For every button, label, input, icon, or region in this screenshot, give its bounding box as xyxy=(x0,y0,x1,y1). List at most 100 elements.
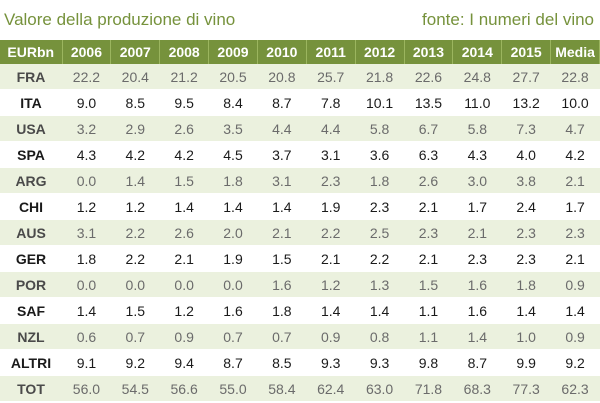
row-label: FRA xyxy=(0,64,62,90)
cell: 3.2 xyxy=(62,115,111,142)
cell: 2.5 xyxy=(355,219,405,246)
table-row: ALTRI 9.1 9.2 9.4 8.7 8.5 9.3 9.3 9.8 8.7 9.9 9.2 xyxy=(0,349,600,376)
cell: 2.3 xyxy=(355,193,405,220)
cell: 2.3 xyxy=(501,245,551,272)
cell: 1.1 xyxy=(404,297,453,324)
cell: 2.0 xyxy=(208,219,258,246)
cell: 0.0 xyxy=(208,271,258,298)
row-label: POR xyxy=(0,271,62,298)
cell: 2.2 xyxy=(110,219,160,246)
cell: 2.3 xyxy=(306,167,356,194)
cell: 0.9 xyxy=(306,323,356,350)
cell: 2.1 xyxy=(306,245,356,272)
cell: 3.1 xyxy=(257,167,307,194)
table-row: CHI 1.2 1.2 1.4 1.4 1.4 1.9 2.3 2.1 1.7 2.4 1.7 xyxy=(0,193,600,220)
cell: 1.8 xyxy=(501,271,551,298)
header-row: EURbn 2006 2007 2008 2009 2010 2011 2012 2013 201… xyxy=(0,40,600,64)
cell: 20.8 xyxy=(257,64,307,90)
cell: 9.0 xyxy=(62,89,111,116)
cell: 0.7 xyxy=(257,323,307,350)
cell: 9.3 xyxy=(355,349,405,376)
column-header: Media xyxy=(550,40,600,64)
title: Valore della produzione di vino xyxy=(4,10,236,29)
cell: 54.5 xyxy=(110,375,160,402)
cell: 58.4 xyxy=(257,375,307,402)
cell: 2.1 xyxy=(550,167,600,194)
cell: 1.4 xyxy=(257,193,307,220)
table-row: ITA 9.0 8.5 9.5 8.4 8.7 7.8 10.1 13.5 11.0 13.2 10.… xyxy=(0,89,600,116)
cell: 1.6 xyxy=(257,271,307,298)
cell: 20.4 xyxy=(110,64,160,90)
cell: 9.1 xyxy=(62,349,111,376)
cell: 2.1 xyxy=(550,245,600,272)
cell: 2.2 xyxy=(110,245,160,272)
cell: 1.8 xyxy=(62,245,111,272)
row-label: CHI xyxy=(0,193,62,220)
cell: 8.7 xyxy=(452,349,502,376)
cell: 8.5 xyxy=(257,349,307,376)
cell: 0.8 xyxy=(355,323,405,350)
column-header: 2012 xyxy=(355,40,405,64)
cell: 9.4 xyxy=(159,349,209,376)
cell: 1.8 xyxy=(355,167,405,194)
cell: 27.7 xyxy=(501,64,551,90)
data-table: EURbn 2006 2007 2008 2009 2010 2011 2012 2013 201… xyxy=(0,40,600,402)
table-row: POR 0.0 0.0 0.0 0.0 1.6 1.2 1.3 1.5 1.6 1.8 0.9 xyxy=(0,271,600,298)
cell: 1.7 xyxy=(452,193,502,220)
table-row: AUS 3.1 2.2 2.6 2.0 2.1 2.2 2.5 2.3 2.1 2.3 2.3 xyxy=(0,219,600,246)
cell: 1.4 xyxy=(550,297,600,324)
cell: 1.2 xyxy=(306,271,356,298)
cell: 0.0 xyxy=(159,271,209,298)
row-label: SPA xyxy=(0,141,62,168)
cell: 2.1 xyxy=(404,193,453,220)
row-label: ITA xyxy=(0,89,62,116)
cell: 10.0 xyxy=(550,89,600,116)
cell: 8.7 xyxy=(208,349,258,376)
table-row: FRA 22.2 20.4 21.2 20.5 20.8 25.7 21.8 22.6 24.8 2… xyxy=(0,64,600,90)
cell: 4.4 xyxy=(306,115,356,142)
cell: 9.2 xyxy=(550,349,600,376)
title-bar: Valore della produzione di vino fonte: I… xyxy=(0,0,600,40)
cell: 4.3 xyxy=(62,141,111,168)
cell: 0.0 xyxy=(62,167,111,194)
cell: 2.1 xyxy=(257,219,307,246)
cell: 1.8 xyxy=(208,167,258,194)
cell: 1.4 xyxy=(62,297,111,324)
cell: 71.8 xyxy=(404,375,453,402)
row-label: GER xyxy=(0,245,62,272)
cell: 22.8 xyxy=(550,64,600,90)
source: fonte: I numeri del vino xyxy=(422,10,594,29)
cell: 2.1 xyxy=(159,245,209,272)
cell: 1.5 xyxy=(110,297,160,324)
cell: 68.3 xyxy=(452,375,502,402)
row-label: SAF xyxy=(0,297,62,324)
cell: 56.6 xyxy=(159,375,209,402)
column-header: 2008 xyxy=(159,40,210,64)
cell: 3.1 xyxy=(306,141,356,168)
cell: 1.4 xyxy=(159,193,209,220)
column-header: 2015 xyxy=(501,40,552,64)
cell: 13.5 xyxy=(404,89,453,116)
cell: 2.3 xyxy=(501,219,551,246)
cell: 3.7 xyxy=(257,141,307,168)
row-label: NZL xyxy=(0,323,62,350)
cell: 2.2 xyxy=(355,245,405,272)
column-header: 2009 xyxy=(208,40,258,64)
cell: 1.0 xyxy=(501,323,551,350)
cell: 2.6 xyxy=(159,219,209,246)
cell: 1.6 xyxy=(452,297,502,324)
cell: 25.7 xyxy=(306,64,356,90)
cell: 3.8 xyxy=(501,167,551,194)
cell: 3.6 xyxy=(355,141,405,168)
cell: 1.2 xyxy=(159,297,209,324)
cell: 0.7 xyxy=(208,323,258,350)
row-label: ARG xyxy=(0,167,62,194)
cell: 1.6 xyxy=(208,297,258,324)
cell: 20.5 xyxy=(208,64,258,90)
cell: 2.3 xyxy=(550,219,600,246)
cell: 1.4 xyxy=(501,297,551,324)
table-row: TOT 56.0 54.5 56.6 55.0 58.4 62.4 63.0 71.8 68.3 7… xyxy=(0,375,600,402)
cell: 8.4 xyxy=(208,89,258,116)
cell: 0.0 xyxy=(62,271,111,298)
cell: 9.9 xyxy=(501,349,551,376)
